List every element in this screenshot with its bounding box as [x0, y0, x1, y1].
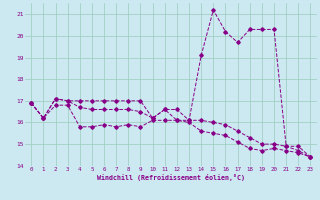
- X-axis label: Windchill (Refroidissement éolien,°C): Windchill (Refroidissement éolien,°C): [97, 174, 245, 181]
